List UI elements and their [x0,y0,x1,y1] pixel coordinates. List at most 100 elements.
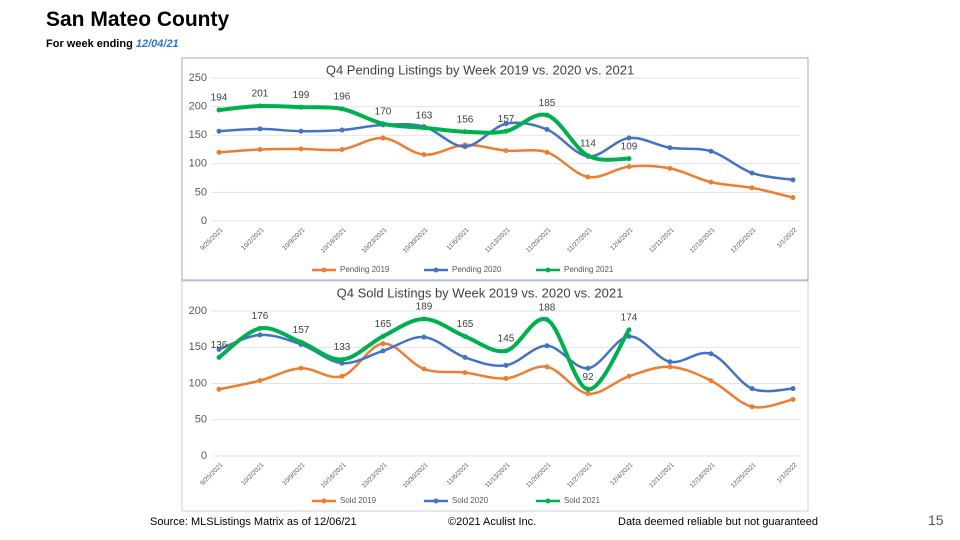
x-tick-label: 1/1/2022 [776,461,799,484]
y-tick-label: 50 [195,414,207,426]
x-tick-label: 11/6/2021 [446,461,471,486]
point [298,339,304,345]
data-label: 185 [539,98,556,109]
point [257,147,263,152]
x-tick-label: 12/11/2021 [648,461,676,489]
x-tick-label: 10/23/2021 [361,226,389,254]
data-label: 136 [211,340,228,351]
copyright: ©2021 Aculist Inc. [448,516,537,528]
point [626,164,632,170]
point [626,156,632,162]
data-label: 189 [416,302,433,313]
x-tick-label: 10/16/2021 [320,226,348,254]
point [667,165,673,171]
point [298,146,304,152]
point [585,174,591,180]
x-tick-label: 10/9/2021 [281,226,307,252]
point [790,396,796,402]
y-tick-label: 250 [189,72,207,84]
point [626,135,632,141]
data-label: 188 [539,302,556,313]
point [380,348,386,354]
legend-marker [321,498,327,504]
point [749,386,755,392]
data-label: 176 [252,311,269,322]
point [462,129,468,135]
point [257,378,263,384]
point [544,317,550,323]
x-tick-label: 12/4/2021 [609,461,635,487]
point [667,145,673,151]
x-tick-label: 11/20/2021 [525,226,553,254]
legend-marker [433,267,439,273]
y-tick-label: 150 [189,129,207,141]
disclaimer: Data deemed reliable but not guaranteed [618,516,818,528]
point [462,144,468,150]
point [462,333,468,339]
x-tick-label: 12/4/2021 [609,226,635,252]
point [216,386,222,392]
point [626,327,632,333]
x-tick-label: 11/13/2021 [484,226,512,254]
x-tick-label: 11/13/2021 [484,461,512,489]
point [708,179,714,185]
data-label: 194 [211,93,228,104]
y-tick-label: 150 [189,341,207,353]
data-label: 92 [582,372,594,383]
point [462,354,468,360]
data-label: 157 [498,114,515,125]
point [380,341,386,347]
x-tick-label: 9/25/2021 [199,461,225,487]
point [380,121,386,127]
x-tick-label: 10/23/2021 [361,461,389,489]
chart-title: Q4 Sold Listings by Week 2019 vs. 2020 v… [337,285,624,300]
data-label: 199 [293,90,310,101]
chart-title: Q4 Pending Listings by Week 2019 vs. 202… [326,62,634,77]
point [585,391,591,397]
point [257,325,263,331]
point [503,375,509,381]
data-label: 157 [293,325,310,336]
point [544,149,550,155]
data-label: 165 [457,319,474,330]
data-label: 201 [252,89,269,100]
point [708,351,714,357]
point [790,177,796,183]
x-tick-label: 9/25/2021 [199,226,225,252]
legend-marker [545,498,551,504]
point [216,107,222,113]
x-tick-label: 10/30/2021 [402,461,430,489]
legend-marker [433,498,439,504]
point [216,346,222,352]
y-tick-label: 100 [189,158,207,170]
slide-title: San Mateo County [46,8,230,31]
point [749,185,755,191]
point [257,103,263,109]
point [298,128,304,134]
subtitle-text: For week ending [46,38,133,50]
data-label: 114 [580,138,596,149]
point [708,378,714,384]
point [544,126,550,132]
point [585,153,591,159]
page-number: 15 [928,512,944,528]
legend-label: Sold 2021 [564,496,601,505]
x-tick-label: 1/1/2022 [776,226,799,249]
legend-label: Sold 2020 [452,496,489,505]
point [544,112,550,118]
x-tick-label: 12/25/2021 [730,461,758,489]
point [380,333,386,339]
data-label: 165 [375,319,392,330]
point [790,386,796,392]
point [421,316,427,322]
legend-marker [545,267,551,273]
y-tick-label: 200 [189,305,207,317]
x-tick-label: 12/25/2021 [730,226,758,254]
point [708,148,714,154]
data-label: 133 [334,342,351,353]
point [544,343,550,349]
chart-frame [181,57,809,281]
x-tick-label: 11/6/2021 [446,226,471,251]
data-label: 170 [375,106,392,117]
point [339,147,345,152]
